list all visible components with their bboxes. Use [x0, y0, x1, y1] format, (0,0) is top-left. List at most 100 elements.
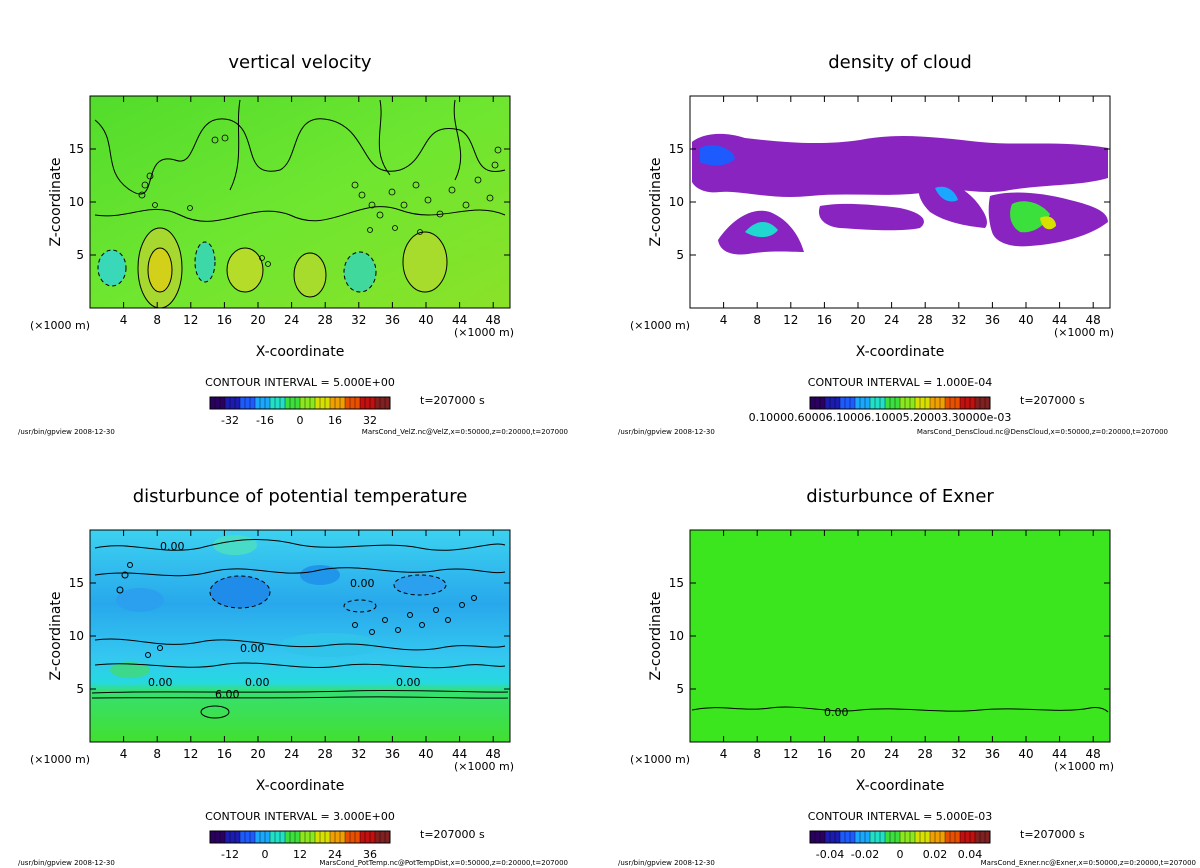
colorbar-cell: [910, 397, 916, 409]
x-tick-label: 48: [486, 313, 501, 327]
x-tick-label: 24: [284, 313, 299, 327]
colorbar-cell: [340, 397, 346, 409]
colorbar-cell: [310, 831, 316, 843]
colorbar-cell: [875, 397, 881, 409]
colorbar-cell: [840, 397, 846, 409]
colorbar-cell: [945, 397, 951, 409]
x-tick-label: 12: [183, 747, 198, 761]
y-tick-label: 15: [669, 576, 684, 590]
cloud-regions: [692, 133, 1108, 255]
colorbar-cell: [285, 397, 291, 409]
colorbar-cell: [830, 397, 836, 409]
colorbar-cell: [385, 397, 391, 409]
colorbar-cell: [325, 397, 331, 409]
x-tick-label: 24: [284, 747, 299, 761]
x-tick-label: 32: [351, 747, 366, 761]
x-tick-label: 12: [783, 747, 798, 761]
y-tick-label: 15: [69, 576, 84, 590]
colorbar-cell: [935, 831, 941, 843]
x-tick-label: 4: [120, 313, 128, 327]
panel-title: vertical velocity: [228, 52, 372, 73]
colorbar-cell: [905, 397, 911, 409]
field-fill: [690, 530, 1110, 742]
x-tick-label: 12: [183, 313, 198, 327]
colorbar-cell: [940, 831, 946, 843]
colorbar-cell: [865, 831, 871, 843]
x-tick-label: 36: [385, 747, 400, 761]
colorbar-cell: [855, 831, 861, 843]
colorbar-cell: [240, 831, 246, 843]
colorbar-labels: -0.04 -0.02 0 0.02 0.04: [816, 848, 982, 861]
colorbar-cell: [320, 397, 326, 409]
colorbar-cell: [280, 831, 286, 843]
x-tick-label: 44: [1052, 313, 1067, 327]
x-tick-label: 40: [418, 747, 433, 761]
x-tick-label: 16: [817, 747, 832, 761]
panel-title: disturbunce of potential temperature: [133, 486, 468, 507]
colorbar-cell: [265, 397, 271, 409]
colorbar-cell: [905, 831, 911, 843]
colorbar-cell: [835, 831, 841, 843]
y-axis-label: Z-coordinate: [48, 591, 64, 680]
colorbar-cell: [280, 397, 286, 409]
colorbar-labels: -32 -16 0 16 32: [221, 414, 377, 427]
colorbar-frame: [809, 396, 991, 410]
colorbar-cell: [900, 397, 906, 409]
x-tick-label: 4: [120, 747, 128, 761]
colorbar-cell: [330, 831, 336, 843]
colorbar-cell: [885, 397, 891, 409]
colorbar-cell: [890, 397, 896, 409]
colorbar-tick-label: 36: [363, 848, 377, 861]
colorbar-cell: [980, 397, 986, 409]
temperature-contours: [91, 538, 509, 719]
y-tick-label: 5: [676, 248, 684, 262]
x-tick-label: 44: [452, 747, 467, 761]
colorbar-cell: [350, 831, 356, 843]
colorbar-cell: [960, 397, 966, 409]
x-ticks: 4 8 12 16 20 24 28 32 36 40 44 48: [720, 530, 1101, 761]
colorbar-cell: [825, 397, 831, 409]
colorbar-cell: [915, 397, 921, 409]
colorbar-cell: [265, 831, 271, 843]
colorbar-cell: [285, 831, 291, 843]
x-axis-label: X-coordinate: [256, 778, 345, 794]
y-tick-label: 15: [69, 142, 84, 156]
y-axis-label: Z-coordinate: [648, 591, 664, 680]
colorbar-cell: [955, 397, 961, 409]
contour-interval: CONTOUR INTERVAL = 5.000E-03: [808, 810, 992, 823]
colorbar-tick-label: 12: [293, 848, 307, 861]
colorbar-tick-label: -0.04: [816, 848, 844, 861]
x-axis-label: X-coordinate: [856, 344, 945, 360]
colorbar-cell: [910, 831, 916, 843]
colorbar-cell: [245, 831, 251, 843]
time-label: t=207000 s: [420, 394, 485, 407]
colorbar-cell: [380, 831, 386, 843]
x-tick-label: 36: [385, 313, 400, 327]
x-tick-label: 36: [985, 747, 1000, 761]
colorbar-cell: [305, 397, 311, 409]
colorbar-tick-label: 0: [897, 848, 904, 861]
colorbar-cell: [370, 831, 376, 843]
contour-label: 0.00: [240, 642, 265, 655]
colorbar-cell: [370, 397, 376, 409]
colorbar-tick-label: -12: [221, 848, 239, 861]
panel-title: density of cloud: [828, 52, 972, 73]
footer-right: MarsCond_PotTemp.nc@PotTempDist,x=0:5000…: [319, 859, 568, 867]
x-tick-label: 48: [1086, 313, 1101, 327]
colorbar-cell: [275, 831, 281, 843]
colorbar-cell: [870, 831, 876, 843]
colorbar-cell: [850, 397, 856, 409]
x-tick-label: 32: [351, 313, 366, 327]
colorbar-cell: [860, 831, 866, 843]
contour-interval: CONTOUR INTERVAL = 1.000E-04: [808, 376, 992, 389]
x-tick-label: 48: [486, 747, 501, 761]
zero-contour: [691, 706, 1109, 713]
colorbar: [209, 830, 391, 844]
colorbar-cell: [820, 831, 826, 843]
x-tick-label: 44: [1052, 747, 1067, 761]
colorbar-cell: [380, 397, 386, 409]
colorbar-cell: [880, 831, 886, 843]
colorbar-cell: [385, 831, 391, 843]
colorbar-tick-label: -32: [221, 414, 239, 427]
